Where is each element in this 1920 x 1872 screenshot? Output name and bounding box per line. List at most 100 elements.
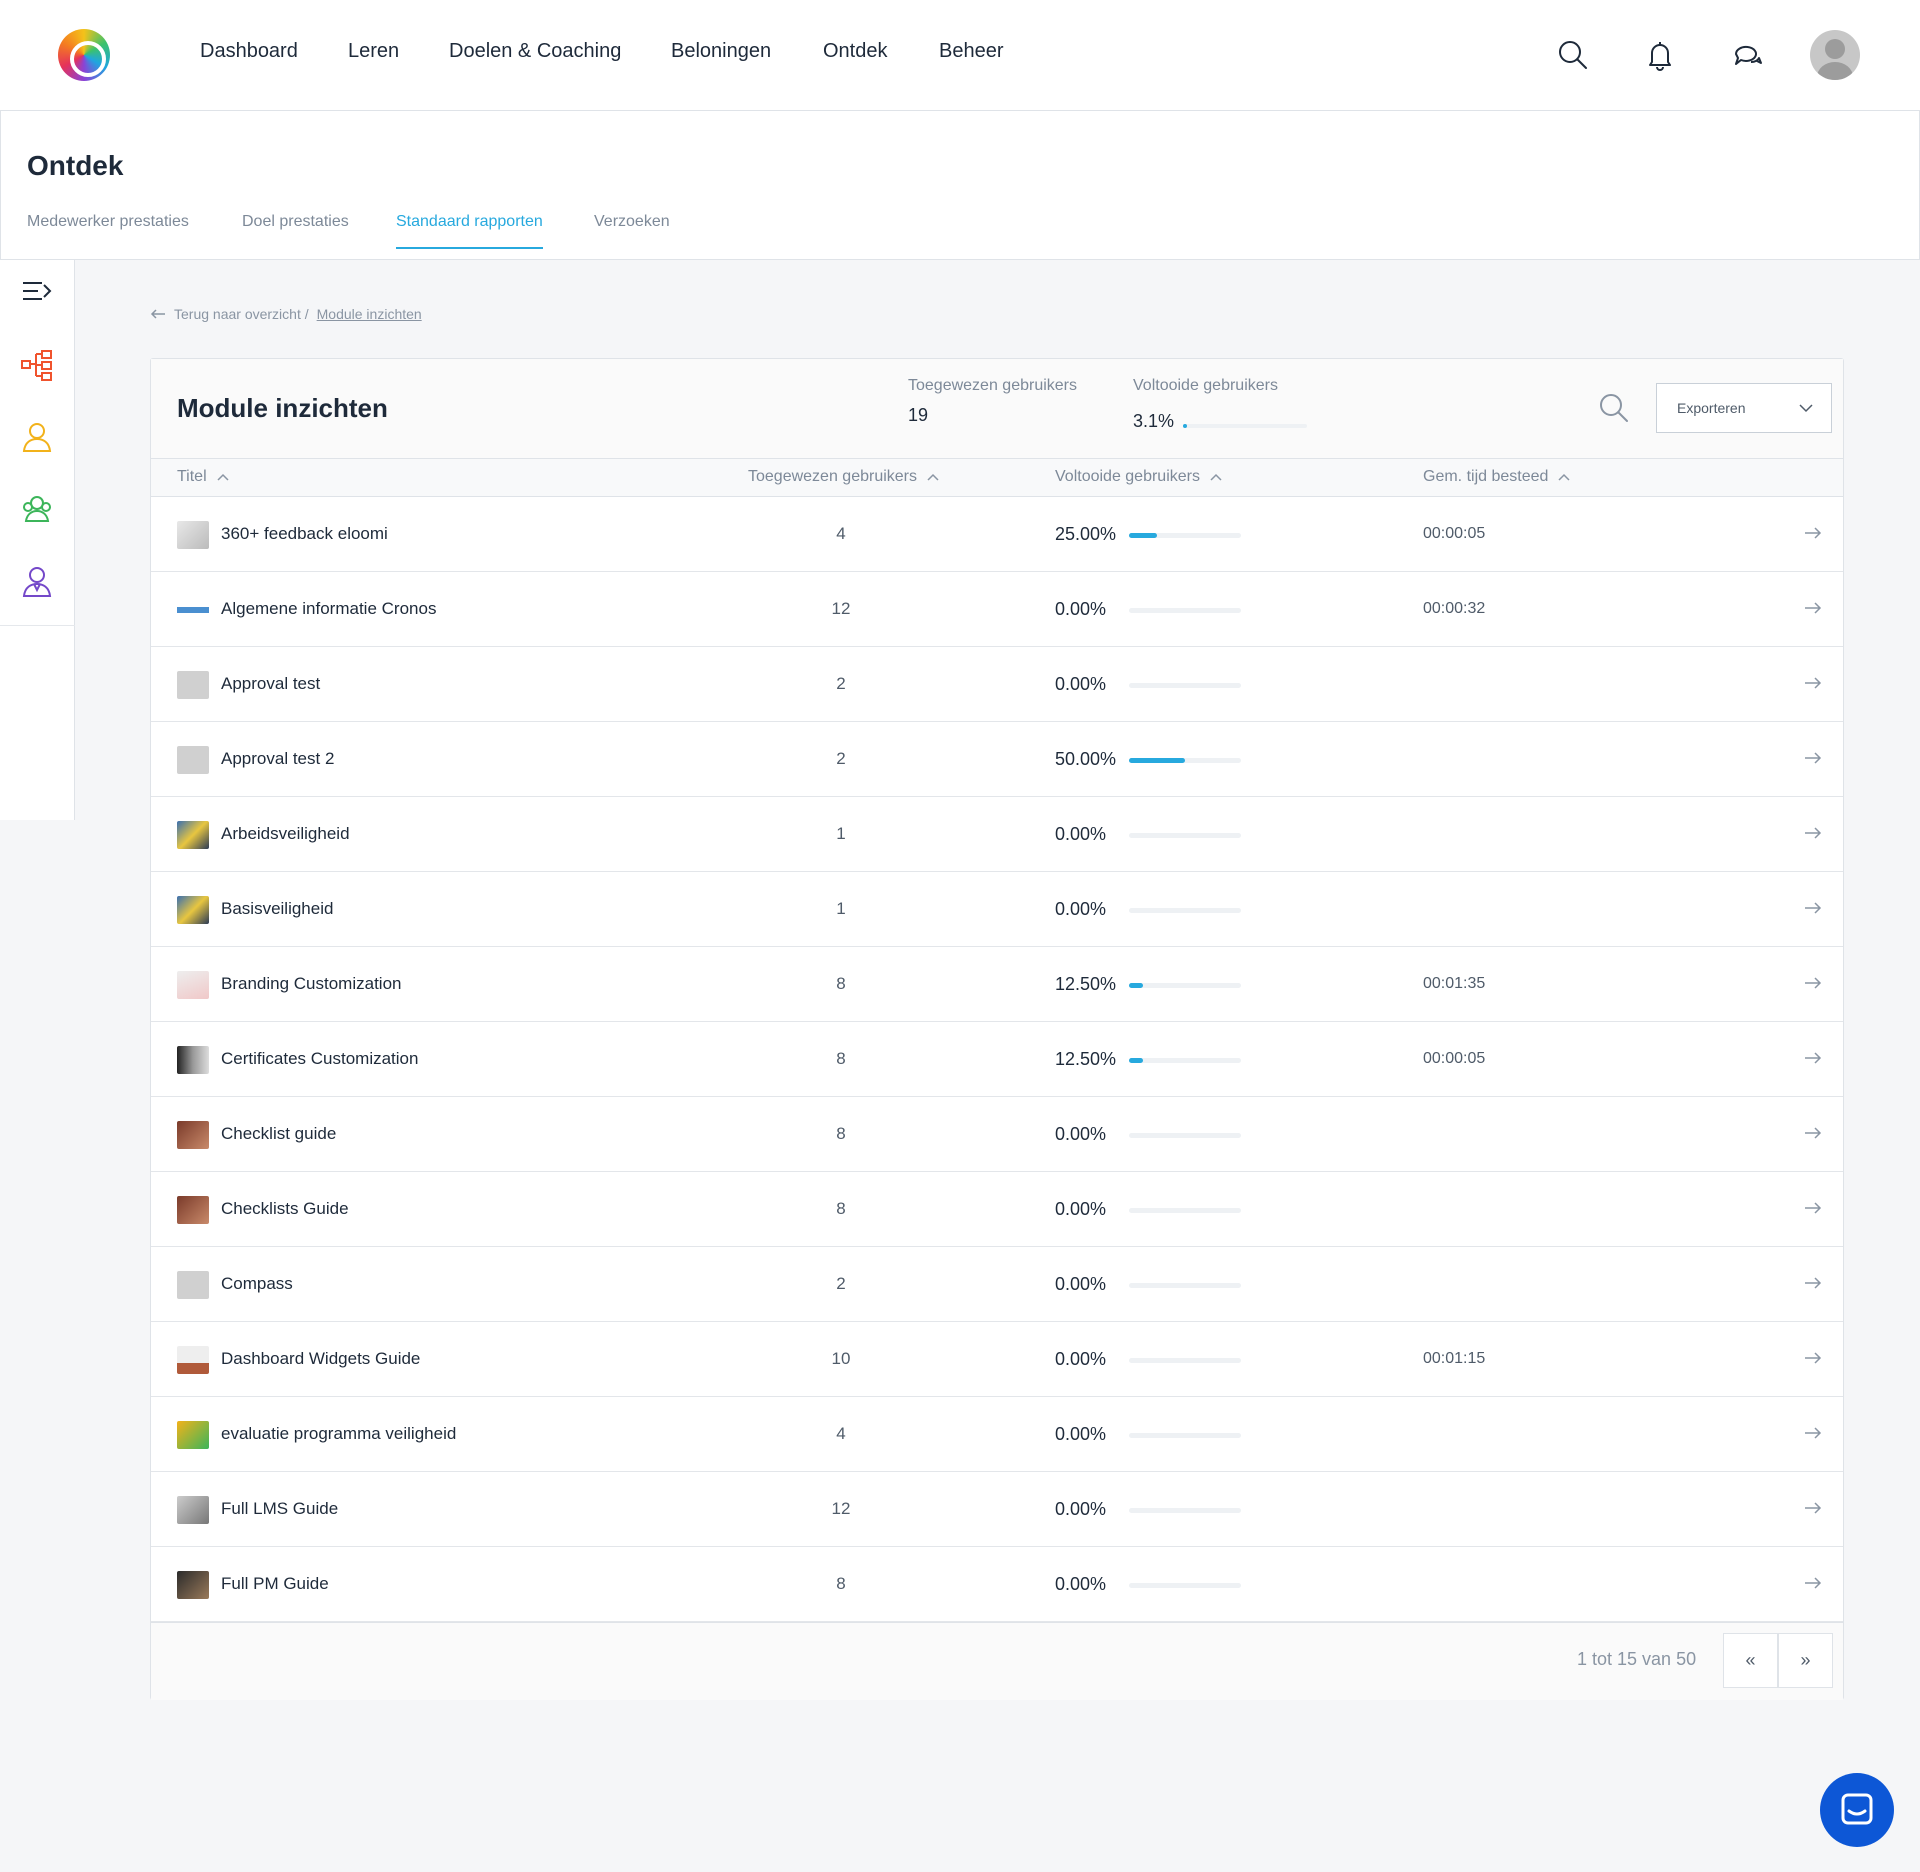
table-row[interactable]: Checklist guide 8 0.00% bbox=[151, 1097, 1843, 1172]
column-header-label: Titel bbox=[177, 468, 207, 485]
breadcrumb: Terug naar overzicht / Module inzichten bbox=[150, 306, 422, 322]
module-thumbnail bbox=[177, 896, 209, 924]
bell-icon[interactable] bbox=[1643, 38, 1677, 72]
chat-bubbles-icon[interactable] bbox=[1731, 38, 1765, 72]
table-row[interactable]: Branding Customization 8 12.50% 00:01:35 bbox=[151, 947, 1843, 1022]
assigned-count: 8 bbox=[836, 1199, 846, 1218]
sort-up-icon bbox=[1210, 473, 1222, 481]
table-row[interactable]: Dashboard Widgets Guide 10 0.00% 00:01:15 bbox=[151, 1322, 1843, 1397]
search-icon[interactable] bbox=[1597, 391, 1631, 425]
table-row[interactable]: Full PM Guide 8 0.00% bbox=[151, 1547, 1843, 1622]
manager-user-icon[interactable] bbox=[20, 565, 54, 599]
pagination-bar: 1 tot 15 van 50 « » bbox=[151, 1622, 1843, 1700]
tab-verzoeken[interactable]: Verzoeken bbox=[594, 213, 670, 230]
app-logo[interactable] bbox=[58, 29, 110, 81]
arrow-right-icon[interactable] bbox=[1801, 1121, 1825, 1145]
arrow-right-icon[interactable] bbox=[1801, 596, 1825, 620]
arrow-right-icon[interactable] bbox=[1801, 1421, 1825, 1445]
assigned-count: 8 bbox=[836, 1124, 846, 1143]
table-row[interactable]: Approval test 2 2 50.00% bbox=[151, 722, 1843, 797]
module-title[interactable]: Full LMS Guide bbox=[221, 1499, 339, 1518]
table-row[interactable]: evaluatie programma veiligheid 4 0.00% bbox=[151, 1397, 1843, 1472]
table-row[interactable]: Checklists Guide 8 0.00% bbox=[151, 1172, 1843, 1247]
arrow-right-icon[interactable] bbox=[1801, 746, 1825, 770]
arrow-right-icon[interactable] bbox=[1801, 521, 1825, 545]
table-row[interactable]: Compass 2 0.00% bbox=[151, 1247, 1843, 1322]
module-title[interactable]: Full PM Guide bbox=[221, 1574, 329, 1593]
assigned-count: 2 bbox=[836, 749, 846, 768]
sort-up-icon bbox=[1558, 473, 1570, 481]
sort-up-icon bbox=[217, 473, 229, 481]
previous-page-button[interactable]: « bbox=[1723, 1633, 1778, 1688]
left-sidebar bbox=[0, 260, 75, 820]
assigned-count: 4 bbox=[836, 524, 846, 543]
module-title[interactable]: Basisveiligheid bbox=[221, 899, 334, 918]
completed-percentage: 0.00% bbox=[1055, 1574, 1107, 1594]
module-title[interactable]: Approval test 2 bbox=[221, 749, 335, 768]
arrow-right-icon[interactable] bbox=[1801, 821, 1825, 845]
arrow-right-icon[interactable] bbox=[1801, 671, 1825, 695]
nav-leren[interactable]: Leren bbox=[348, 40, 400, 62]
completion-progress-bar bbox=[1129, 758, 1241, 763]
table-row[interactable]: Basisveiligheid 1 0.00% bbox=[151, 872, 1843, 947]
arrow-right-icon[interactable] bbox=[1801, 1346, 1825, 1370]
completed-percentage: 0.00% bbox=[1055, 1349, 1107, 1369]
module-title[interactable]: Approval test bbox=[221, 674, 321, 693]
module-title[interactable]: Algemene informatie Cronos bbox=[221, 599, 437, 618]
breadcrumb-back[interactable]: Terug naar overzicht / bbox=[174, 306, 309, 322]
module-title[interactable]: evaluatie programma veiligheid bbox=[221, 1424, 457, 1443]
search-icon[interactable] bbox=[1556, 38, 1590, 72]
tab-medewerker-prestaties[interactable]: Medewerker prestaties bbox=[27, 213, 189, 230]
module-title[interactable]: Arbeidsveiligheid bbox=[221, 824, 350, 843]
table-row[interactable]: Algemene informatie Cronos 12 0.00% 00:00:3… bbox=[151, 572, 1843, 647]
user-avatar[interactable] bbox=[1810, 30, 1860, 80]
arrow-right-icon[interactable] bbox=[1801, 1196, 1825, 1220]
assigned-count: 8 bbox=[836, 1049, 846, 1068]
arrow-right-icon[interactable] bbox=[1801, 971, 1825, 995]
arrow-right-icon[interactable] bbox=[1801, 1271, 1825, 1295]
module-thumbnail bbox=[177, 1346, 209, 1374]
column-header-avg-time[interactable]: Gem. tijd besteed bbox=[1423, 468, 1570, 486]
table-row[interactable]: Certificates Customization 8 12.50% 00:00:0… bbox=[151, 1022, 1843, 1097]
nav-ontdek[interactable]: Ontdek bbox=[823, 40, 888, 62]
arrow-right-icon[interactable] bbox=[1801, 1046, 1825, 1070]
column-header-assigned[interactable]: Toegewezen gebruikers bbox=[748, 468, 939, 486]
table-row[interactable]: Arbeidsveiligheid 1 0.00% bbox=[151, 797, 1843, 872]
export-dropdown[interactable]: Exporteren bbox=[1656, 383, 1832, 433]
tab-doel-prestaties[interactable]: Doel prestaties bbox=[242, 213, 349, 230]
table-row[interactable]: Full LMS Guide 12 0.00% bbox=[151, 1472, 1843, 1547]
completed-percentage: 0.00% bbox=[1055, 674, 1107, 694]
column-header-title[interactable]: Titel bbox=[177, 468, 229, 486]
module-title[interactable]: Dashboard Widgets Guide bbox=[221, 1349, 421, 1368]
arrow-right-icon[interactable] bbox=[1801, 896, 1825, 920]
table-row[interactable]: 360+ feedback eloomi 4 25.00% 00:00:05 bbox=[151, 497, 1843, 572]
table-header: Titel Toegewezen gebruikers Voltooide ge… bbox=[151, 459, 1843, 497]
nav-doelen-coaching[interactable]: Doelen & Coaching bbox=[449, 40, 622, 62]
org-chart-icon[interactable] bbox=[20, 348, 54, 382]
nav-beloningen[interactable]: Beloningen bbox=[671, 40, 772, 62]
module-title[interactable]: 360+ feedback eloomi bbox=[221, 524, 388, 543]
module-title[interactable]: Compass bbox=[221, 1274, 293, 1293]
next-page-button[interactable]: » bbox=[1778, 1633, 1833, 1688]
pagination-info: 1 tot 15 van 50 bbox=[1577, 1649, 1697, 1669]
team-users-icon[interactable] bbox=[20, 492, 54, 526]
nav-dashboard[interactable]: Dashboard bbox=[200, 40, 298, 62]
back-arrow-icon[interactable] bbox=[150, 308, 166, 320]
breadcrumb-current[interactable]: Module inzichten bbox=[316, 306, 422, 322]
module-title[interactable]: Checklists Guide bbox=[221, 1199, 349, 1218]
nav-beheer[interactable]: Beheer bbox=[939, 40, 1004, 62]
tab-standaard-rapporten[interactable]: Standaard rapporten bbox=[396, 213, 543, 249]
module-title[interactable]: Checklist guide bbox=[221, 1124, 337, 1143]
module-title[interactable]: Branding Customization bbox=[221, 974, 402, 993]
assigned-users-value: 19 bbox=[908, 405, 929, 425]
expand-menu-icon[interactable] bbox=[20, 275, 54, 309]
table-row[interactable]: Approval test 2 0.00% bbox=[151, 647, 1843, 722]
module-title[interactable]: Certificates Customization bbox=[221, 1049, 419, 1068]
arrow-right-icon[interactable] bbox=[1801, 1571, 1825, 1595]
single-user-icon[interactable] bbox=[20, 420, 54, 454]
assigned-count: 8 bbox=[836, 1574, 846, 1593]
arrow-right-icon[interactable] bbox=[1801, 1496, 1825, 1520]
column-header-completed[interactable]: Voltooide gebruikers bbox=[1055, 468, 1222, 486]
chat-launcher-button[interactable] bbox=[1820, 1773, 1894, 1847]
assigned-count: 4 bbox=[836, 1424, 846, 1443]
